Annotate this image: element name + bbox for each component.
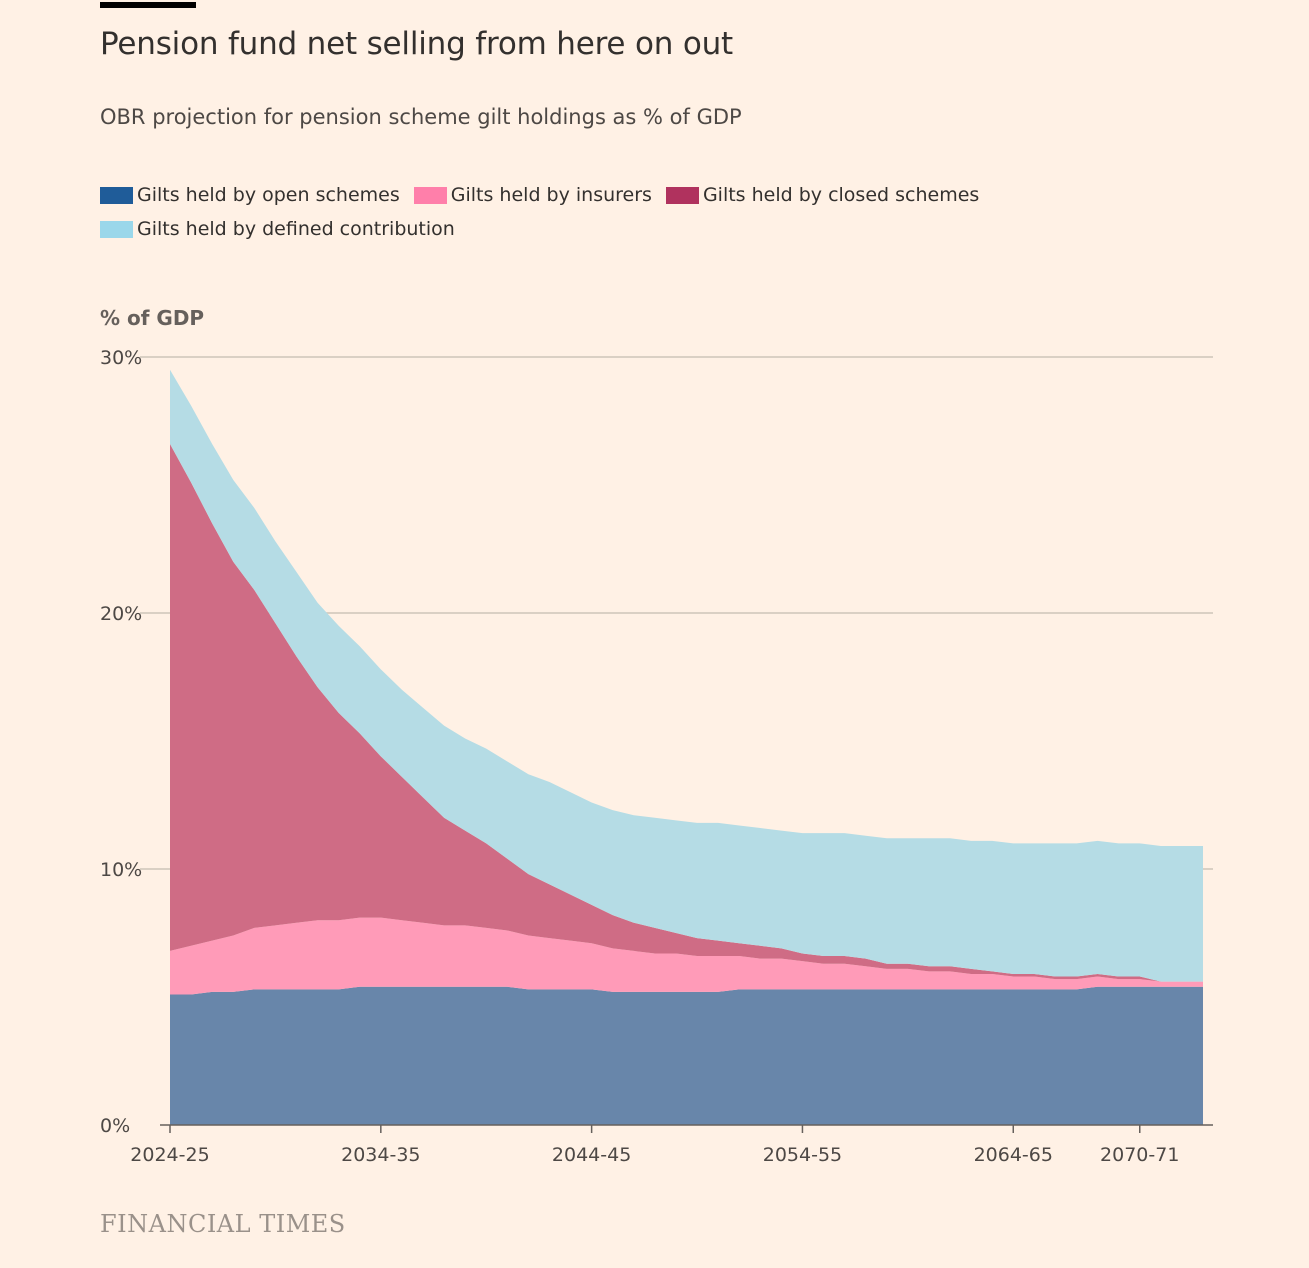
area-open-schemes bbox=[170, 986, 1203, 1125]
legend-label-open-schemes: Gilts held by open schemes bbox=[137, 184, 400, 206]
x-tick-label: 2044-45 bbox=[552, 1144, 631, 1166]
x-tick-label: 2034-35 bbox=[341, 1144, 420, 1166]
legend-swatch-insurers bbox=[413, 186, 447, 204]
y-axis-unit-label: % of GDP bbox=[100, 306, 205, 330]
x-tick-label: 2054-55 bbox=[763, 1144, 842, 1166]
legend-label-closed-schemes: Gilts held by closed schemes bbox=[702, 184, 980, 206]
area-defined-contribution bbox=[170, 369, 1203, 982]
area-closed-schemes bbox=[170, 444, 1203, 982]
legend-label-defined-contribution: Gilts held by defined contribution bbox=[137, 218, 455, 240]
y-axis-labels: 0% 10% 20% 30% bbox=[100, 347, 142, 1137]
legend: Gilts held by open schemes Gilts held by… bbox=[100, 184, 1060, 240]
y-tick-label: 20% bbox=[100, 603, 142, 625]
x-tick-label: 2024-25 bbox=[130, 1144, 209, 1166]
chart-title: Pension fund net selling from here on ou… bbox=[100, 26, 733, 62]
x-tick-label: 2064-65 bbox=[974, 1144, 1053, 1166]
legend-item-defined-contribution: Gilts held by defined contribution bbox=[100, 218, 455, 240]
legend-swatch-defined-contribution bbox=[100, 220, 133, 238]
legend-item-closed-schemes: Gilts held by closed schemes bbox=[665, 184, 980, 206]
area-insurers bbox=[170, 917, 1203, 995]
source-credit: FINANCIAL TIMES bbox=[100, 1210, 346, 1238]
legend-item-insurers: Gilts held by insurers bbox=[413, 184, 652, 206]
y-tick-label: 10% bbox=[100, 859, 142, 881]
x-axis-labels: 2024-25 2034-35 2044-45 2054-55 2064-65 2070-… bbox=[130, 1125, 1179, 1166]
y-tick-label: 30% bbox=[100, 347, 142, 369]
y-tick-label: 0% bbox=[100, 1115, 130, 1137]
top-rule bbox=[100, 2, 196, 8]
areas bbox=[170, 369, 1203, 1125]
legend-swatch-open-schemes bbox=[100, 186, 133, 204]
legend-label-insurers: Gilts held by insurers bbox=[450, 184, 652, 206]
chart-subtitle: OBR projection for pension scheme gilt h… bbox=[100, 105, 742, 129]
x-tick-label: 2070-71 bbox=[1100, 1144, 1179, 1166]
legend-item-open-schemes: Gilts held by open schemes bbox=[100, 184, 400, 206]
legend-swatch-closed-schemes bbox=[665, 186, 699, 204]
